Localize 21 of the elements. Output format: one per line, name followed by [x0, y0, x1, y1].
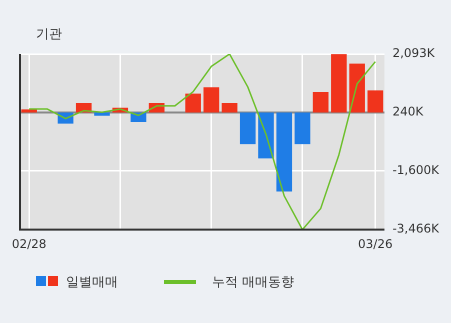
legend-label: 누적 매매동향	[212, 274, 294, 291]
x-tick-label: 03/26	[358, 236, 393, 251]
bar	[185, 94, 201, 113]
bar	[240, 112, 256, 144]
bar	[312, 92, 329, 113]
bar	[294, 112, 310, 144]
y-tick-label: -3,466K	[392, 222, 440, 236]
bar	[94, 112, 110, 116]
bar	[349, 64, 365, 113]
bar	[331, 54, 347, 113]
y-tick-label: -1,600K	[392, 162, 440, 177]
bar	[368, 90, 384, 113]
bar	[204, 87, 220, 113]
bar	[258, 112, 274, 158]
legend-label: 일별매매	[66, 274, 118, 291]
y-tick-label: 240K	[392, 104, 424, 119]
chart-title: 기관	[36, 26, 62, 43]
y-tick-label: 2,093K	[392, 46, 436, 60]
x-tick-label: 02/28	[12, 236, 46, 251]
bar	[222, 103, 238, 113]
bar	[276, 112, 292, 192]
